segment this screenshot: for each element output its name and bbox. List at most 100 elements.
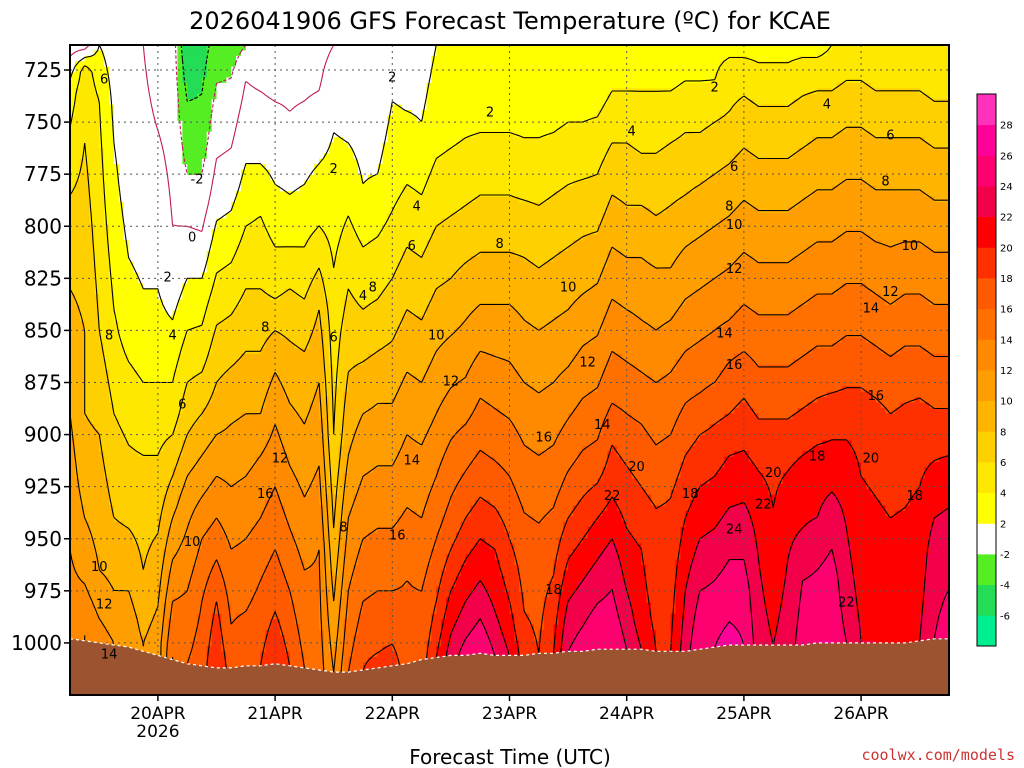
temperature-cell <box>343 223 354 230</box>
contour-label: 8 <box>881 174 889 189</box>
temperature-cell <box>900 402 931 409</box>
temperature-cell <box>841 597 857 604</box>
temperature-cell <box>323 559 330 566</box>
temperature-cell <box>704 429 949 436</box>
temperature-cell <box>509 597 525 604</box>
temperature-cell <box>323 337 330 344</box>
temperature-cell <box>533 386 545 393</box>
temperature-cell <box>328 586 345 593</box>
temperature-cell <box>665 500 691 507</box>
temperature-cell <box>162 565 174 572</box>
temperature-cell <box>319 489 325 496</box>
temperature-cell <box>460 207 608 214</box>
temperature-cell <box>109 223 125 230</box>
temperature-cell <box>113 510 164 517</box>
temperature-cell <box>695 613 755 620</box>
temperature-cell <box>265 500 281 507</box>
temperature-cell <box>651 435 667 442</box>
temperature-cell <box>201 164 247 171</box>
temperature-cell <box>426 310 472 317</box>
temperature-cell <box>441 575 457 582</box>
temperature-cell <box>94 424 120 431</box>
x-tick-label: 20APR <box>130 704 186 724</box>
temperature-cell <box>470 256 525 263</box>
temperature-cell <box>558 435 598 442</box>
temperature-cell <box>211 635 222 642</box>
temperature-cell <box>621 575 647 582</box>
temperature-cell <box>690 640 716 647</box>
temperature-cell <box>109 77 179 84</box>
temperature-cell <box>84 332 100 339</box>
temperature-cell <box>929 299 949 306</box>
temperature-cell <box>353 651 379 658</box>
temperature-cell <box>338 602 349 609</box>
temperature-cell <box>333 646 345 653</box>
temperature-cell <box>211 288 247 295</box>
temperature-cell <box>763 586 784 593</box>
temperature-cell <box>797 608 843 615</box>
temperature-cell <box>514 548 559 555</box>
credit-link[interactable]: coolwx.com/models <box>861 746 1015 764</box>
temperature-cell <box>446 646 462 653</box>
temperature-cell <box>74 467 105 474</box>
temperature-cell <box>138 613 154 620</box>
temperature-cell <box>504 467 569 474</box>
temperature-cell <box>343 651 354 658</box>
temperature-cell <box>211 110 393 117</box>
temperature-cell <box>182 45 208 52</box>
temperature-cell <box>255 592 291 599</box>
temperature-cell <box>109 256 130 263</box>
temperature-cell <box>196 456 257 463</box>
temperature-cell <box>70 93 76 100</box>
temperature-cell <box>182 391 213 398</box>
temperature-cell <box>563 370 603 377</box>
temperature-cell <box>460 527 506 534</box>
temperature-cell <box>240 413 301 420</box>
temperature-cell <box>172 472 188 479</box>
contour-label: 14 <box>716 327 733 342</box>
temperature-cell <box>919 478 949 485</box>
temperature-cell <box>70 158 81 165</box>
temperature-cell <box>929 93 949 100</box>
temperature-cell <box>328 445 340 452</box>
temperature-cell <box>924 581 949 588</box>
temperature-cell <box>607 592 613 599</box>
temperature-cell <box>74 61 105 68</box>
temperature-cell <box>841 608 857 615</box>
temperature-cell <box>70 212 91 219</box>
temperature-cell <box>836 82 872 89</box>
temperature-cell <box>621 516 686 523</box>
temperature-cell <box>70 445 76 452</box>
temperature-cell <box>856 613 921 620</box>
temperature-cell <box>470 505 496 512</box>
temperature-cell <box>734 407 755 414</box>
temperature-cell <box>787 554 828 561</box>
temperature-cell <box>626 592 647 599</box>
temperature-cell <box>533 624 545 631</box>
temperature-cell <box>216 88 428 95</box>
temperature-cell <box>323 375 335 382</box>
contour-label: 16 <box>726 358 743 373</box>
temperature-cell <box>885 510 896 517</box>
temperature-cell <box>70 55 86 62</box>
temperature-cell <box>924 602 945 609</box>
temperature-cell <box>465 640 491 647</box>
temperature-cell <box>192 651 208 658</box>
temperature-cell <box>924 554 949 561</box>
temperature-cell <box>70 61 76 68</box>
temperature-cell <box>519 375 559 382</box>
temperature-cell <box>314 478 320 485</box>
temperature-cell <box>568 608 594 615</box>
temperature-cell <box>104 147 115 154</box>
temperature-cell <box>172 510 193 517</box>
temperature-cell <box>343 494 354 501</box>
temperature-cell <box>612 88 818 95</box>
temperature-cell <box>817 565 838 572</box>
temperature-cell <box>299 554 325 561</box>
temperature-cell <box>465 635 491 642</box>
temperature-cell <box>328 646 335 653</box>
temperature-cell <box>382 229 432 236</box>
temperature-cell <box>343 478 364 485</box>
temperature-cell <box>343 662 349 669</box>
